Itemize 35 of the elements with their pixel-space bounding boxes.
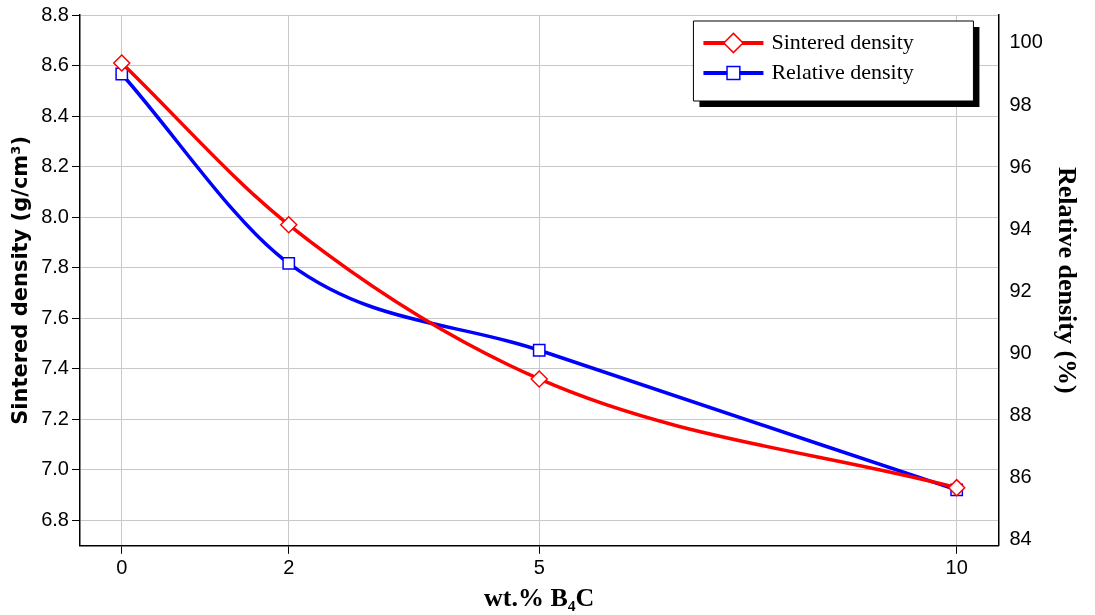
y2-tick-label: 86 [1009, 465, 1032, 488]
y-tick-label: 8.0 [41, 204, 69, 227]
x-axis-title: wt.% B₄C [484, 583, 595, 613]
y-tick-label: 8.2 [41, 154, 69, 177]
y-tick-label: 7.4 [41, 356, 69, 379]
y-tick-label: 7.6 [41, 305, 69, 328]
y2-tick-label: 90 [1009, 340, 1032, 363]
y-tick-label: 8.4 [41, 103, 69, 126]
point [947, 478, 966, 497]
y-tick-label: 7.8 [41, 255, 69, 278]
y2-tick-label: 94 [1009, 216, 1032, 239]
point [113, 54, 131, 72]
x-tick-label: 0 [116, 556, 128, 579]
y2-tick-label: 88 [1009, 402, 1032, 425]
y2-tick-label: 84 [1009, 527, 1032, 550]
y-tick-label: 8.6 [41, 53, 69, 76]
point [282, 256, 296, 270]
y2-tick-label: 98 [1009, 92, 1032, 115]
y2-axis-title: Relative density (%) [1052, 167, 1082, 394]
x-tick-label: 5 [533, 556, 545, 579]
legend-label: Relative density [771, 58, 914, 84]
y2-tick-label: 96 [1009, 154, 1032, 177]
y2-tick-label: 100 [1009, 30, 1043, 53]
legend-label: Sintered density [771, 28, 914, 54]
point [530, 370, 548, 388]
y-tick-label: 7.2 [41, 406, 69, 429]
point [532, 343, 546, 357]
y-tick-label: 6.8 [41, 508, 69, 531]
x-tick-label: 2 [283, 556, 295, 579]
point [279, 216, 298, 234]
x-tick-label: 10 [945, 556, 968, 579]
y-tick-label: 7.0 [41, 457, 69, 480]
y2-tick-label: 92 [1009, 278, 1032, 301]
y-tick-label: 8.8 [41, 2, 69, 25]
y-axis-title: Sintered density (g/cm³) [8, 135, 33, 425]
